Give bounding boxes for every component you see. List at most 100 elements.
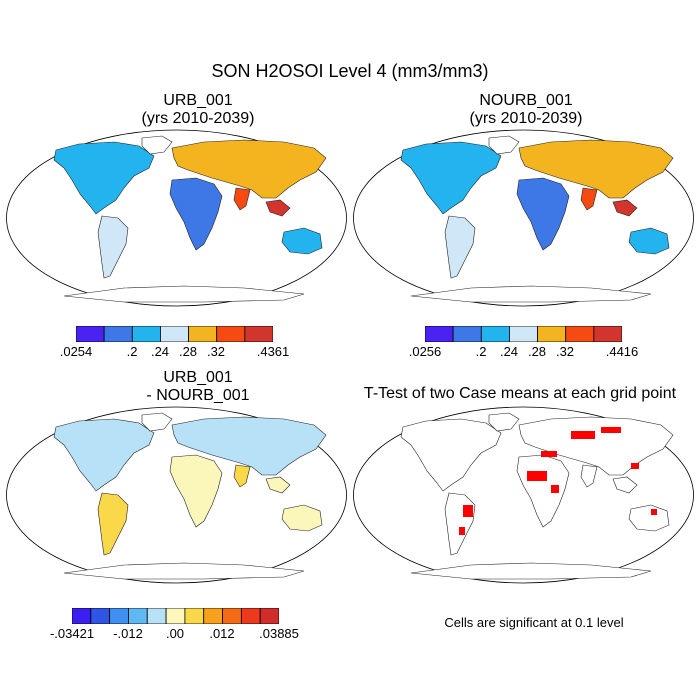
landmass-india [233, 187, 251, 211]
landmass-antarctica [410, 562, 652, 580]
map-urb [6, 129, 347, 307]
panel-title-ttest: T-Test of two Case means at each grid po… [363, 385, 677, 402]
tick-label: .2 [126, 344, 138, 359]
landmass-seAsia [265, 199, 291, 217]
landmass-africa [516, 177, 570, 251]
significant-cell [571, 431, 595, 439]
colorbar-swatch [71, 607, 92, 625]
colorbar-swatch [184, 607, 205, 625]
landmass-australia [628, 504, 670, 532]
tick-label: -.012 [113, 626, 143, 641]
landmass-northAmerica [53, 141, 155, 215]
colorbar-swatch [90, 607, 111, 625]
landmass-africa [169, 454, 223, 528]
significant-cell [651, 509, 657, 515]
tick-label: .32 [555, 344, 575, 359]
tick-label: .4361 [256, 344, 290, 359]
colorbar-nourb-swatches [424, 325, 623, 343]
landmass-greenland [141, 412, 173, 432]
tick-label: .24 [150, 344, 170, 359]
landmass-greenland [488, 135, 520, 155]
colorbar-swatch [165, 607, 186, 625]
colorbar-diff-swatches [71, 607, 280, 625]
map-diff [6, 406, 347, 584]
panel-title-diff-line1: URB_001 [163, 369, 233, 386]
panel-title-urb-line2: (yrs 2010-2039) [141, 110, 255, 127]
colorbar-swatch [160, 325, 189, 343]
colorbar-swatch [131, 325, 161, 343]
figure-title: SON H2OSOI Level 4 (mm3/mm3) [211, 61, 489, 81]
tick-label: .00 [165, 626, 185, 641]
colorbar-swatch [128, 607, 148, 625]
colorbar-swatch [537, 325, 567, 343]
landmass-africa [169, 177, 223, 251]
colorbar-swatch [188, 325, 218, 343]
landmass-eurasia [171, 416, 327, 476]
colorbar-swatch [259, 607, 280, 625]
panel-title-urb-line1: URB_001 [163, 92, 233, 109]
colorbar-swatch [593, 325, 623, 343]
significance-note: Cells are significant at 0.1 level [444, 615, 624, 630]
panel-title-nourb-line2: (yrs 2010-2039) [469, 110, 583, 127]
significant-cell [551, 485, 559, 493]
panel-title-diff-line2: - NOURB_001 [146, 387, 250, 404]
panel-title-nourb: NOURB_001 (yrs 2010-2039) [356, 92, 696, 128]
colorbar-swatch [103, 325, 133, 343]
tick-label: .2 [475, 344, 487, 359]
colorbar-nourb [424, 325, 623, 343]
colorbar-swatch [222, 607, 242, 625]
colorbar-swatch [216, 325, 246, 343]
landmass-northAmerica [400, 418, 502, 492]
landmass-india [580, 187, 598, 211]
landmass-northAmerica [400, 141, 502, 215]
colorbar-swatch [203, 607, 223, 625]
landmass-antarctica [63, 285, 305, 303]
tick-label: -.03421 [49, 626, 95, 641]
landmass-india [580, 464, 598, 488]
colorbar-swatch [75, 325, 105, 343]
landmass-india [233, 464, 251, 488]
significant-cell [527, 471, 547, 481]
landmass-seAsia [612, 476, 638, 494]
significant-cell [541, 451, 557, 457]
landmass-southAmerica [97, 215, 129, 279]
colorbar-swatch [424, 325, 454, 343]
landmass-australia [281, 227, 323, 255]
colorbar-swatch [565, 325, 595, 343]
significant-cell [459, 527, 465, 535]
panel-title-diff: URB_001 - NOURB_001 [28, 369, 368, 405]
landmass-eurasia [518, 139, 674, 199]
significant-cell [463, 505, 473, 517]
tick-label: .28 [178, 344, 198, 359]
panel-title-nourb-line1: NOURB_001 [479, 92, 573, 109]
landmass-seAsia [612, 199, 638, 217]
colorbar-swatch [146, 607, 167, 625]
landmass-seAsia [265, 476, 291, 494]
tick-label: .32 [206, 344, 226, 359]
landmass-northAmerica [53, 418, 155, 492]
significant-cell [601, 427, 621, 433]
landmass-antarctica [410, 285, 652, 303]
tick-label: .24 [499, 344, 519, 359]
colorbar-urb-swatches [75, 325, 274, 343]
colorbar-swatch [480, 325, 510, 343]
tick-label: .4416 [605, 344, 639, 359]
landmass-eurasia [518, 416, 674, 476]
map-ttest [353, 406, 694, 584]
landmass-australia [281, 504, 323, 532]
significant-cell [631, 463, 639, 469]
landmass-antarctica [63, 562, 305, 580]
tick-label: .28 [527, 344, 547, 359]
landmass-australia [628, 227, 670, 255]
colorbar-swatch [509, 325, 538, 343]
colorbar-swatch [109, 607, 129, 625]
colorbar-swatch [244, 325, 274, 343]
landmass-eurasia [171, 139, 327, 199]
landmass-southAmerica [97, 492, 129, 556]
landmass-greenland [488, 412, 520, 432]
colorbar-urb [75, 325, 274, 343]
landmass-southAmerica [444, 215, 476, 279]
map-nourb [353, 129, 694, 307]
tick-label: .0254 [59, 344, 93, 359]
colorbar-swatch [452, 325, 482, 343]
